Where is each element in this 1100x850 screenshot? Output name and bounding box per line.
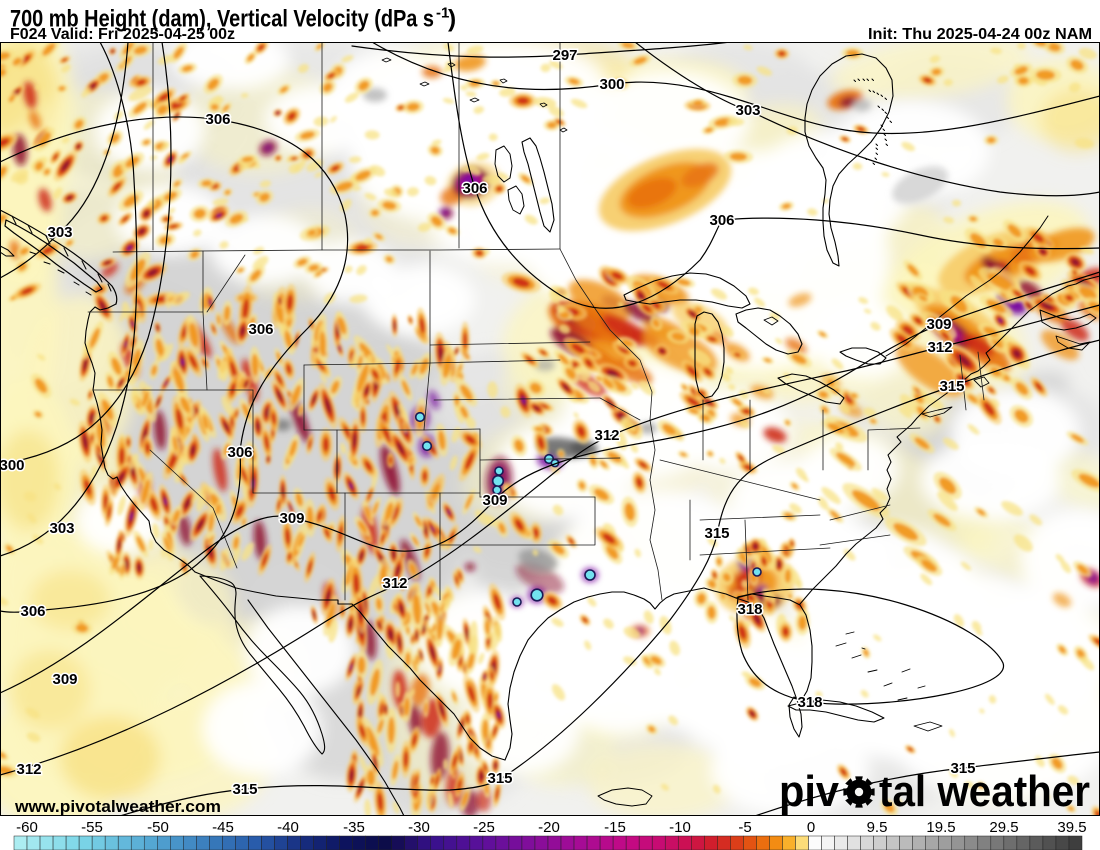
svg-text:-10: -10 [669,819,691,836]
svg-text:9.5: 9.5 [867,819,888,836]
svg-text:315: 315 [704,525,729,542]
svg-text:309: 309 [52,671,77,688]
svg-text:-55: -55 [81,819,103,836]
svg-text:tal weather: tal weather [879,767,1090,816]
svg-text:309: 309 [279,510,304,527]
svg-text:315: 315 [939,378,964,395]
svg-text:312: 312 [927,339,952,356]
svg-text:303: 303 [47,224,72,241]
svg-text:0: 0 [807,819,815,836]
svg-text:312: 312 [594,427,619,444]
svg-text:Init: Thu 2025-04-24 00z NAM: Init: Thu 2025-04-24 00z NAM [868,26,1092,43]
svg-text:306: 306 [709,212,734,229]
svg-text:F024 Valid: Fri 2025-04-25 00z: F024 Valid: Fri 2025-04-25 00z [10,26,235,43]
svg-text:315: 315 [950,760,975,777]
svg-text:312: 312 [16,761,41,778]
svg-text:-35: -35 [343,819,365,836]
svg-text:-60: -60 [16,819,38,836]
svg-text:300: 300 [0,457,25,474]
svg-text:306: 306 [205,111,230,128]
svg-text:315: 315 [487,770,512,787]
svg-text:318: 318 [737,601,762,618]
svg-text:303: 303 [49,520,74,537]
svg-text:315: 315 [704,525,729,542]
svg-text:318: 318 [737,601,762,618]
svg-text:312: 312 [927,339,952,356]
svg-text:309: 309 [482,492,507,509]
svg-text:19.5: 19.5 [926,819,955,836]
svg-text:315: 315 [232,781,257,798]
svg-text:-1: -1 [436,5,449,22]
svg-text:-50: -50 [147,819,169,836]
svg-text:315: 315 [487,770,512,787]
svg-text:309: 309 [279,510,304,527]
svg-text:39.5: 39.5 [1057,819,1086,836]
svg-text:318: 318 [797,694,822,711]
svg-text:303: 303 [735,102,760,119]
svg-text:-5: -5 [738,819,751,836]
svg-text:306: 306 [20,603,45,620]
svg-text:306: 306 [248,321,273,338]
svg-text:306: 306 [227,444,252,461]
svg-text:-45: -45 [212,819,234,836]
svg-text:312: 312 [594,427,619,444]
svg-text:300: 300 [0,457,25,474]
svg-text:309: 309 [482,492,507,509]
svg-text:309: 309 [52,671,77,688]
svg-text:306: 306 [709,212,734,229]
svg-text:309: 309 [926,316,951,333]
svg-text:309: 309 [926,316,951,333]
svg-text:-25: -25 [473,819,495,836]
svg-text:-30: -30 [408,819,430,836]
svg-text:312: 312 [382,575,407,592]
svg-text:306: 306 [20,603,45,620]
svg-text:315: 315 [950,760,975,777]
svg-text:303: 303 [735,102,760,119]
svg-text:306: 306 [205,111,230,128]
svg-text:306: 306 [227,444,252,461]
svg-text:318: 318 [797,694,822,711]
svg-text:306: 306 [462,180,487,197]
svg-text:300: 300 [599,76,624,93]
svg-text:306: 306 [248,321,273,338]
svg-text:-20: -20 [538,819,560,836]
svg-text:303: 303 [47,224,72,241]
svg-text:piv: piv [779,767,839,816]
svg-text:www.pivotalweather.com: www.pivotalweather.com [14,797,221,816]
svg-text:306: 306 [462,180,487,197]
svg-text:297: 297 [552,47,577,64]
svg-text:-15: -15 [604,819,626,836]
svg-text:): ) [448,6,456,33]
svg-text:29.5: 29.5 [989,819,1018,836]
svg-text:300: 300 [599,76,624,93]
svg-text:-40: -40 [277,819,299,836]
svg-text:303: 303 [49,520,74,537]
svg-text:700 mb Height (dam), Vertical: 700 mb Height (dam), Vertical Velocity (… [10,6,434,33]
svg-text:315: 315 [232,781,257,798]
svg-text:312: 312 [382,575,407,592]
svg-text:312: 312 [16,761,41,778]
svg-text:297: 297 [552,47,577,64]
svg-text:315: 315 [939,378,964,395]
